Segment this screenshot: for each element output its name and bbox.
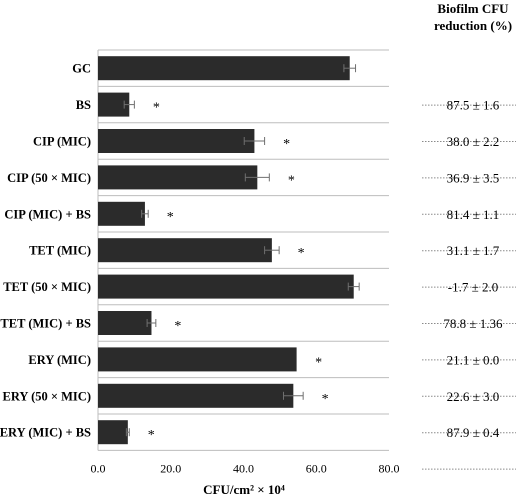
category-label: ERY (50 × MIC) <box>2 389 91 403</box>
x-tick-label: 80.0 <box>379 461 400 475</box>
x-axis-label: CFU/cm² × 10⁴ <box>203 482 285 497</box>
bar <box>98 165 258 190</box>
x-tick-label: 0.0 <box>91 461 106 475</box>
bar <box>98 201 145 226</box>
significance-star: * <box>315 355 322 370</box>
bar <box>98 347 297 372</box>
table-value: 87.9 ± 0.4 <box>447 425 500 440</box>
bar <box>98 274 354 299</box>
table-value: 22.6 ± 3.0 <box>447 389 500 404</box>
category-label: GC <box>72 62 91 76</box>
table-value: 87.5 ± 1.6 <box>447 98 500 113</box>
table-value: 78.8 ± 1.36 <box>443 316 503 331</box>
reduction-table: Biofilm CFU reduction (%) 87.5 ± 1.6 38.0… <box>422 1 516 470</box>
category-label: TET (MIC) <box>29 244 91 258</box>
category-label: TET (MIC) + BS <box>0 317 91 331</box>
bar <box>98 56 350 81</box>
category-label: CIP (MIC) <box>33 135 91 149</box>
bars <box>98 56 354 445</box>
error-bars <box>123 64 360 437</box>
category-label: CIP (50 × MIC) <box>7 171 91 185</box>
table-value: 38.0 ± 2.2 <box>447 134 500 149</box>
significance-star: * <box>322 392 329 407</box>
bar <box>98 238 272 263</box>
significance-star: * <box>288 173 295 188</box>
x-tick-label: 60.0 <box>306 461 327 475</box>
category-labels: GC BS CIP (MIC) CIP (50 × MIC) CIP (MIC) + B… <box>0 62 91 440</box>
significance-star: * <box>298 246 305 261</box>
table-value: 21.1 ± 0.0 <box>447 352 500 367</box>
table-value: 31.1 ± 1.7 <box>447 243 500 258</box>
x-axis-ticks: 0.0 20.0 40.0 60.0 80.0 <box>91 461 400 475</box>
category-label: ERY (MIC) + BS <box>0 426 91 440</box>
table-value: -1.7 ± 2.0 <box>448 280 498 295</box>
table-header-line2: reduction (%) <box>434 18 512 33</box>
x-tick-label: 20.0 <box>160 461 181 475</box>
x-tick-label: 40.0 <box>233 461 254 475</box>
table-value: 81.4 ± 1.1 <box>447 207 500 222</box>
category-label: TET (50 × MIC) <box>3 280 91 294</box>
category-label: CIP (MIC) + BS <box>4 207 91 221</box>
significance-star: * <box>174 319 181 334</box>
category-label: ERY (MIC) <box>28 353 91 367</box>
significance-star: * <box>153 101 160 116</box>
bar <box>98 129 255 153</box>
category-label: BS <box>76 98 91 112</box>
bar <box>98 311 152 335</box>
significance-star: * <box>283 137 290 152</box>
significance-star: * <box>167 210 174 225</box>
table-header-line1: Biofilm CFU <box>437 1 509 16</box>
significance-star: * <box>148 428 155 443</box>
bar <box>98 383 294 408</box>
significance-markers: * * * * * * * * * <box>148 101 329 444</box>
bar <box>98 420 128 445</box>
table-value: 36.9 ± 3.5 <box>447 170 500 185</box>
